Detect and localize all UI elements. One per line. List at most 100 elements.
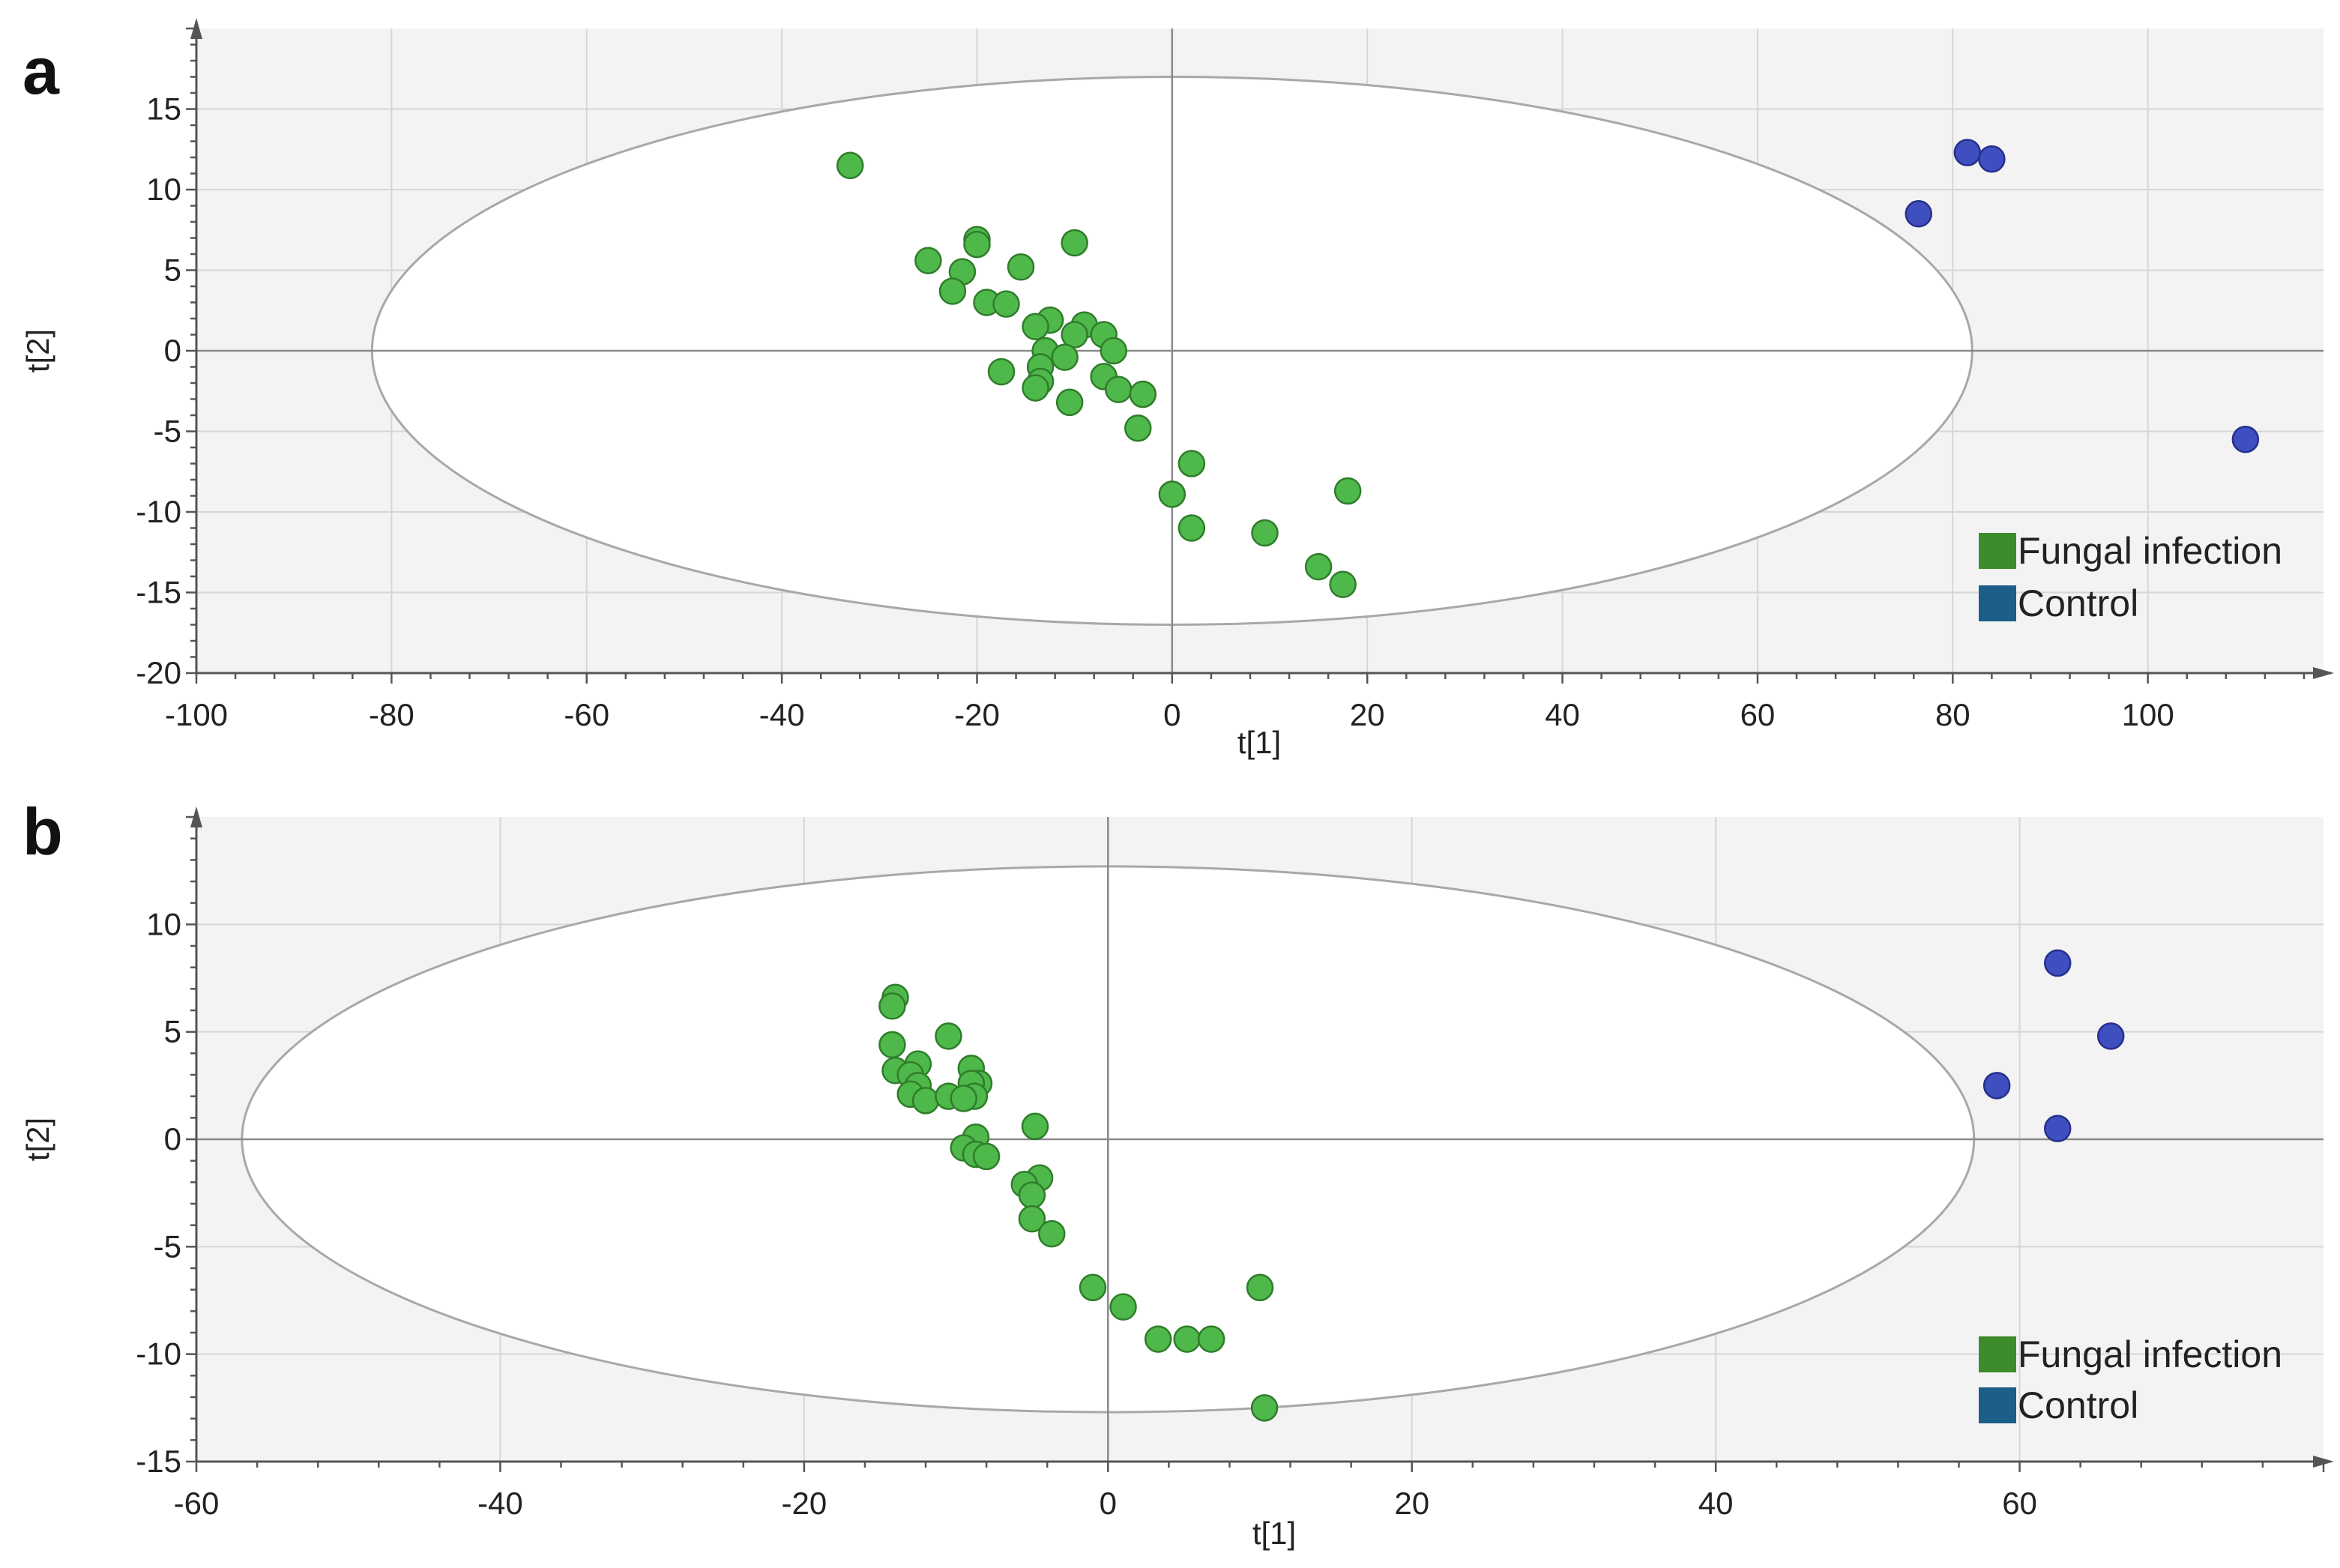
data-point: [1022, 313, 1049, 340]
panel-a: -100 -80 -60 -40 -20 0 20 40 60 80 100 -20 -15 -10 -5 0…: [20, 18, 2334, 760]
data-point: [836, 151, 864, 179]
series-control: [1905, 139, 2260, 453]
y-tick-label: 15: [146, 91, 181, 127]
y-tick-label: 0: [164, 333, 181, 368]
x-tick-label: -20: [954, 697, 1000, 732]
series-fungal-infection: [878, 983, 1279, 1422]
x-axis-arrow: [2313, 667, 2334, 679]
panel-letter: b: [22, 794, 63, 869]
legend-swatch: [1979, 1336, 2016, 1372]
panel-letter: a: [22, 34, 60, 108]
y-tick-label: 10: [146, 172, 181, 207]
data-point: [914, 247, 942, 274]
data-point: [1061, 229, 1088, 257]
series-control: [1982, 949, 2125, 1142]
y-tick-label: -15: [136, 1444, 181, 1479]
data-point: [1022, 374, 1049, 402]
data-point: [1109, 1293, 1137, 1321]
data-point: [1304, 552, 1333, 581]
data-point: [1978, 145, 2006, 173]
data-point: [987, 358, 1016, 386]
data-point: [992, 290, 1020, 318]
data-point: [1329, 570, 1357, 598]
data-point: [1021, 1112, 1049, 1141]
y-tick-label: -10: [136, 494, 181, 529]
legend-swatch: [1979, 1387, 2016, 1423]
data-point: [1051, 343, 1079, 371]
data-point: [1055, 388, 1084, 417]
x-tick-label: 0: [1100, 1486, 1117, 1521]
data-point: [1104, 376, 1133, 403]
data-point: [935, 1022, 962, 1050]
data-point: [950, 1085, 977, 1112]
legend-label: Fungal infection: [2018, 1333, 2282, 1375]
x-tick-label: 100: [2122, 697, 2174, 732]
data-point: [963, 230, 991, 259]
data-point: [911, 1087, 940, 1115]
x-tick-label: -80: [369, 697, 414, 732]
data-point: [1079, 1273, 1107, 1302]
data-point: [878, 1031, 906, 1059]
data-point: [1953, 139, 1982, 166]
y-tick-label: -5: [154, 1228, 181, 1264]
x-tick-label: 60: [2002, 1486, 2037, 1521]
x-tick-label: 20: [1394, 1486, 1429, 1521]
x-tick-label: 20: [1350, 697, 1385, 732]
data-point: [1197, 1325, 1225, 1353]
data-point: [1061, 321, 1088, 349]
data-point: [1173, 1325, 1201, 1353]
x-tick-label: 60: [1740, 697, 1776, 732]
legend-swatch: [1979, 585, 2016, 621]
y-axis-title: t[2]: [20, 329, 55, 373]
data-point: [1129, 380, 1157, 408]
data-point: [1100, 337, 1127, 365]
x-tick-label: -60: [174, 1486, 220, 1521]
legend: Fungal infection Control: [1979, 1333, 2282, 1426]
x-tick-label: 40: [1545, 697, 1580, 732]
data-point: [1250, 1394, 1279, 1422]
x-tick-label: 40: [1698, 1486, 1734, 1521]
y-tick-label: -15: [136, 575, 181, 610]
y-tick-label: -5: [154, 414, 181, 449]
legend-label: Fungal infection: [2018, 530, 2282, 572]
x-tick-label: -100: [165, 697, 228, 732]
y-tick-label: 10: [146, 906, 181, 941]
data-point: [1018, 1204, 1046, 1233]
data-point: [1144, 1325, 1172, 1353]
data-point: [1177, 514, 1206, 542]
legend-label: Control: [2018, 582, 2138, 624]
x-tick-label: -60: [564, 697, 609, 732]
x-tick-label: -20: [782, 1486, 827, 1521]
y-tick-label: 0: [164, 1121, 181, 1157]
data-point: [1124, 414, 1152, 442]
y-tick-label: -10: [136, 1336, 181, 1372]
y-tick-label: 5: [164, 253, 181, 288]
x-tick-label: 80: [1935, 697, 1970, 732]
data-point: [2044, 949, 2072, 977]
data-point: [2044, 1115, 2072, 1142]
series-fungal-infection: [836, 151, 1362, 598]
x-axis-title: t[1]: [1252, 1516, 1296, 1551]
data-point: [1982, 1072, 2011, 1100]
data-point: [1246, 1273, 1274, 1302]
data-point: [1018, 1181, 1046, 1209]
y-tick-label: 5: [164, 1014, 181, 1049]
x-axis-title: t[1]: [1237, 725, 1281, 760]
y-tick-label: -20: [136, 655, 181, 690]
x-tick-label: 0: [1163, 697, 1180, 732]
data-point: [2231, 426, 2260, 453]
legend: Fungal infection Control: [1979, 530, 2282, 624]
data-point: [972, 1142, 1001, 1171]
legend-swatch: [1979, 533, 2016, 569]
x-tick-label: -40: [759, 697, 805, 732]
data-point: [938, 277, 967, 305]
y-axis-title: t[2]: [20, 1118, 55, 1161]
data-point: [2096, 1022, 2125, 1050]
data-point: [878, 992, 906, 1020]
data-point: [1038, 1219, 1066, 1248]
axes: -100 -80 -60 -40 -20 0 20 40 60 80 100 -20 -15 -10 -5 0…: [136, 18, 2334, 732]
x-tick-label: -40: [477, 1486, 523, 1521]
data-point: [1177, 450, 1206, 477]
axes: -60 -40 -20 0 20 40 60 -15 -10 -5 0 5 10: [136, 806, 2334, 1521]
